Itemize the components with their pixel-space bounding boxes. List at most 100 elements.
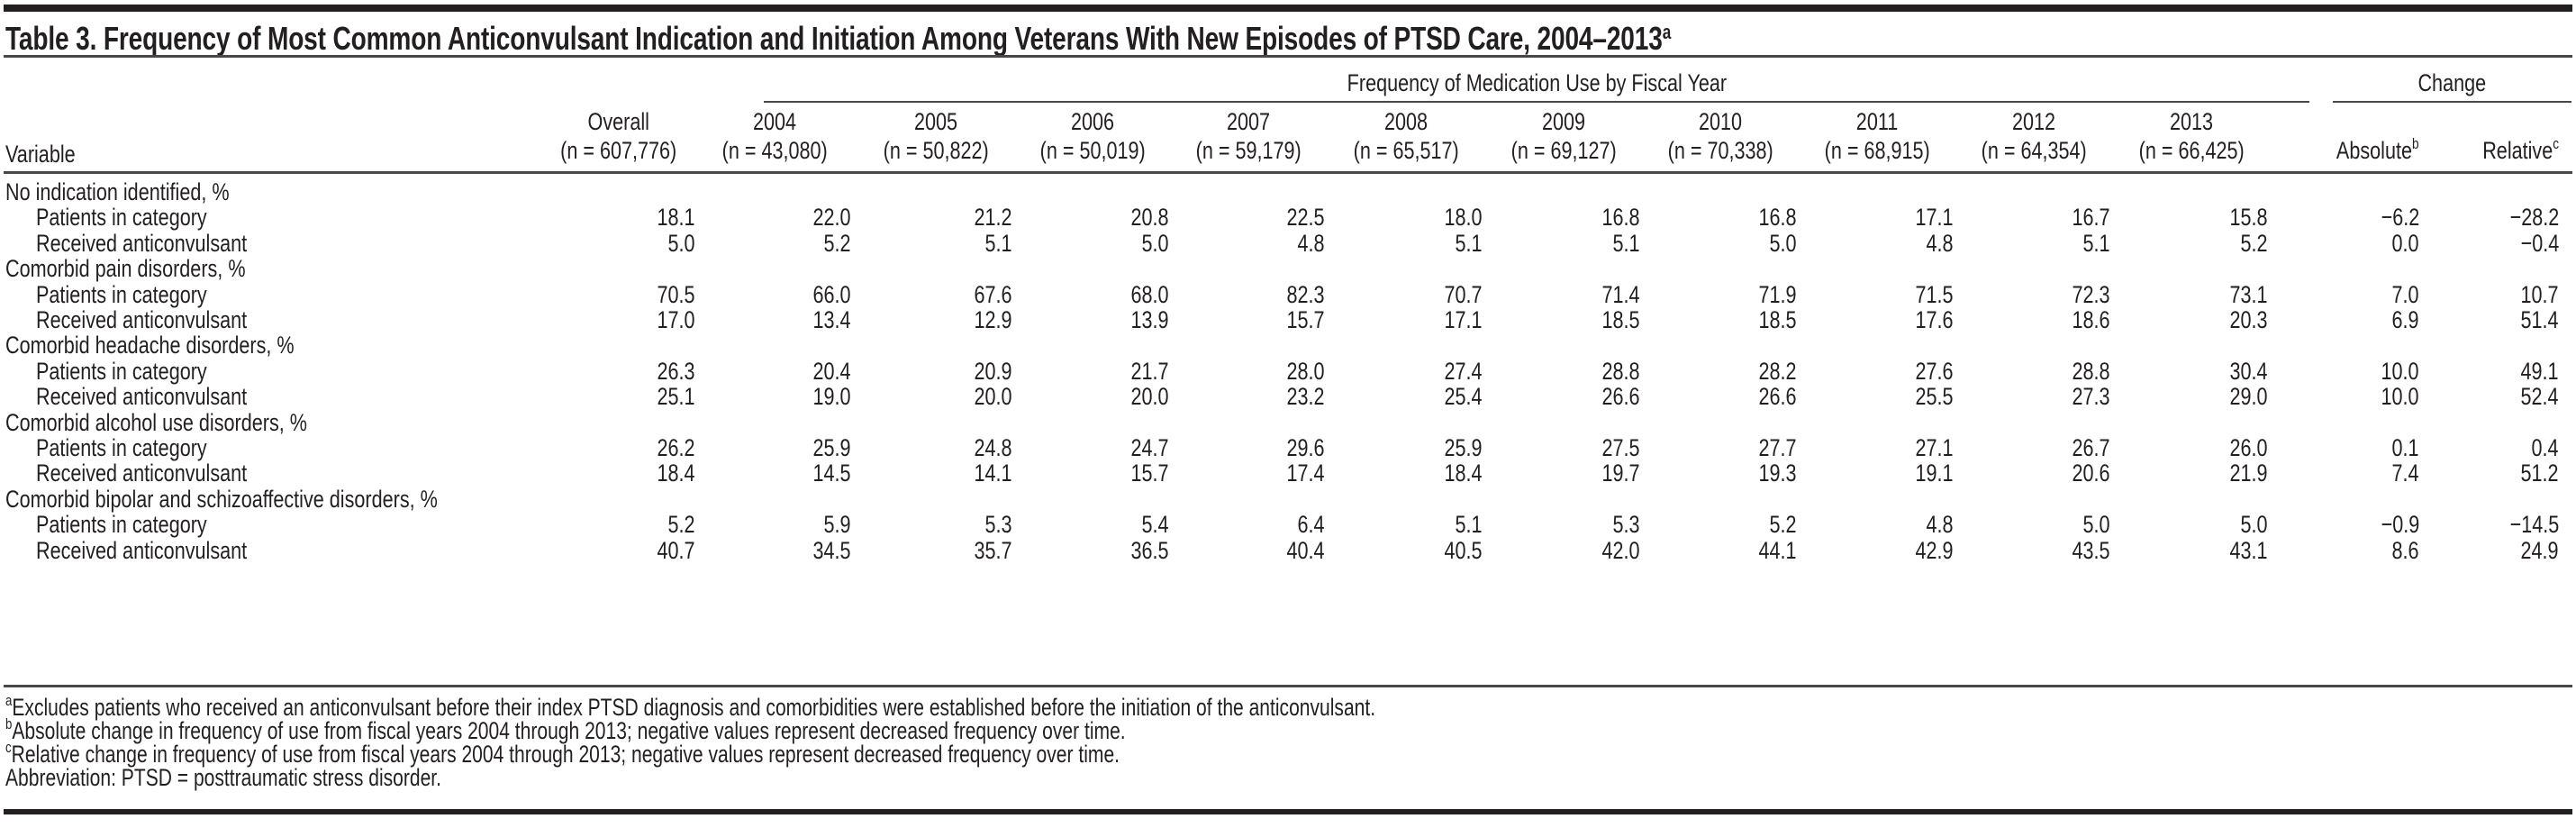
table-cell-value: 18.5 [1758, 306, 1797, 333]
column-header-label-text: 2005 [913, 108, 958, 135]
table-cell: 28.8 [1487, 358, 1640, 385]
table-cell-value: 24.7 [1130, 434, 1169, 461]
table-cell: 18.6 [1957, 306, 2110, 333]
table-cell: −0.9 [2266, 511, 2419, 538]
table-cell-value: 5.0 [1141, 229, 1169, 257]
table-cell-value: 6.4 [1297, 511, 1325, 539]
table-cell-value: 42.0 [1601, 536, 1640, 564]
table-cell: −28.2 [2406, 204, 2559, 231]
table-cell: 5.0 [2115, 511, 2268, 538]
table-cell-value: 25.4 [1444, 383, 1483, 411]
column-header-label: 2013 [2097, 108, 2286, 135]
table-cell: 26.6 [1487, 383, 1640, 410]
table-cell: 51.4 [2406, 306, 2559, 333]
table-cell-value: 21.7 [1130, 357, 1169, 385]
column-header-change-label: Absolute [2336, 137, 2413, 164]
table-row: Received anticonvulsant 25.1 19.0 20.0 20.0 2… [0, 383, 2576, 410]
table-cell-value: 0.4 [2531, 434, 2559, 461]
table-cell: 18.4 [542, 459, 695, 487]
table-cell: 14.5 [698, 459, 851, 487]
spanner-change-label: Change [2417, 69, 2487, 96]
table-cell: 71.4 [1487, 281, 1640, 308]
table-cell: 10.0 [2266, 358, 2419, 385]
footnote-mark: c [5, 739, 12, 756]
table-cell: 5.3 [859, 511, 1012, 538]
column-header-n-text: (n = 607,776) [560, 137, 677, 164]
column-header-n-text: (n = 68,915) [1824, 137, 1930, 164]
table-cell-value: 21.2 [974, 204, 1012, 232]
table-cell-value: 16.8 [1601, 204, 1640, 232]
column-header-n-text: (n = 66,425) [2138, 137, 2245, 164]
row-label: Received anticonvulsant [36, 230, 300, 257]
table-cell: 4.8 [1800, 230, 1954, 257]
table-cell-value: 26.0 [2229, 434, 2268, 461]
table-cell: 19.7 [1487, 459, 1640, 487]
spanner-frequency-label: Frequency of Medication Use by Fiscal Ye… [1347, 69, 1727, 96]
table-cell: 5.3 [1487, 511, 1640, 538]
row-label-text: Received anticonvulsant [36, 536, 248, 564]
table-cell: 70.5 [542, 281, 695, 308]
group-row: Comorbid pain disorders, % [0, 255, 2576, 282]
table-cell-value: −28.2 [2509, 204, 2559, 232]
row-label-text: Patients in category [36, 357, 207, 385]
column-header-n: (n = 64,354) [1939, 137, 2128, 164]
body-rule [4, 685, 2572, 687]
table-cell-value: 18.0 [1444, 204, 1483, 232]
table-cell: 26.2 [542, 434, 695, 461]
column-header-change-text: Relativec [2482, 136, 2559, 164]
table-cell: 16.8 [1487, 204, 1640, 231]
table-cell: 27.6 [1800, 358, 1954, 385]
table-cell: 17.0 [542, 306, 695, 333]
table-cell-value: 15.7 [1286, 306, 1325, 333]
table-cell-value: 17.1 [1915, 204, 1954, 232]
table-cell-value: 4.8 [1926, 229, 1954, 257]
table-cell-value: 25.5 [1915, 383, 1954, 411]
table-cell-value: 16.7 [2072, 204, 2110, 232]
table-cell-value: 26.6 [1758, 383, 1797, 411]
table-cell-value: 27.5 [1601, 434, 1640, 461]
table-cell-value: 23.2 [1286, 383, 1325, 411]
row-label-text: Received anticonvulsant [36, 459, 248, 487]
column-header-n: (n = 68,915) [1782, 137, 1972, 164]
table-cell: 20.3 [2115, 306, 2268, 333]
table-cell-value: 28.0 [1286, 357, 1325, 385]
table-cell-value: 44.1 [1758, 536, 1797, 564]
column-header-label-text: 2010 [1698, 108, 1743, 135]
column-header-change: Absoluteb [2239, 135, 2419, 164]
table-cell-value: 5.1 [1455, 229, 1483, 257]
row-label-text: Received anticonvulsant [36, 306, 248, 333]
top-rule-thick [4, 5, 2572, 12]
table-cell-value: 25.1 [657, 383, 695, 411]
table-cell-value: 35.7 [974, 536, 1012, 564]
table-cell-value: 25.9 [812, 434, 851, 461]
table-cell: 5.4 [1016, 511, 1169, 538]
table-cell-value: 17.4 [1286, 459, 1325, 487]
group-label: Comorbid headache disorders, % [5, 332, 367, 359]
table-cell-value: 24.9 [2520, 536, 2559, 564]
table-cell: 10.7 [2406, 281, 2559, 308]
table-cell-value: −6.2 [2381, 204, 2419, 232]
table-cell-value: 72.3 [2072, 280, 2110, 308]
footnote-text: Relative change in frequency of use from… [11, 741, 1120, 768]
row-label: Patients in category [36, 358, 249, 385]
column-header-footnote-mark: b [2412, 135, 2419, 152]
column-header-n: (n = 43,080) [680, 137, 869, 164]
table-cell: 28.2 [1644, 358, 1797, 385]
table-cell: 29.0 [2115, 383, 2268, 410]
table-cell-value: 5.3 [1612, 511, 1640, 539]
column-header-n: (n = 66,425) [2097, 137, 2286, 164]
table-cell: 7.4 [2266, 459, 2419, 487]
table-cell: 17.6 [1800, 306, 1954, 333]
spanner-change: Change [2333, 69, 2571, 96]
table-cell: 66.0 [698, 281, 851, 308]
table-cell-value: 20.6 [2072, 459, 2110, 487]
row-label: Received anticonvulsant [36, 459, 300, 487]
table-cell: 16.8 [1644, 204, 1797, 231]
row-label-text: Comorbid pain disorders, % [5, 255, 246, 283]
table-cell: 15.8 [2115, 204, 2268, 231]
row-label-text: No indication identified, % [5, 178, 230, 205]
column-header-label: 2008 [1311, 108, 1501, 135]
table-cell-value: 18.6 [2072, 306, 2110, 333]
table-cell: 25.1 [542, 383, 695, 410]
table-cell: 68.0 [1016, 281, 1169, 308]
